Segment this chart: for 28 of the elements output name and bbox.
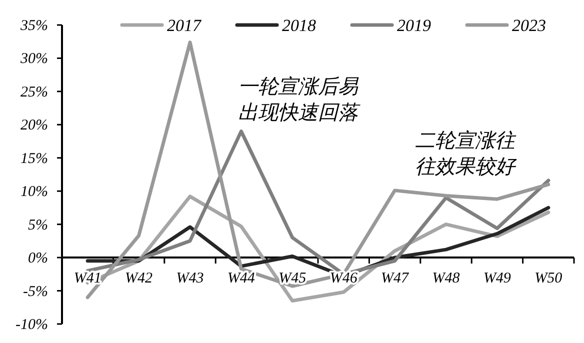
y-tick-label: -5%: [23, 284, 48, 300]
annotation: 出现快速回落: [238, 102, 361, 124]
annotation: 往效果较好: [415, 156, 517, 178]
legend-label: 2017: [167, 16, 202, 35]
annotation: 一轮宣涨后易: [238, 76, 359, 98]
x-tick-label: W50: [534, 270, 563, 287]
annotation: 二轮宣涨往: [415, 130, 517, 152]
y-tick-label: 5%: [28, 217, 48, 234]
legend-label: 2023: [512, 16, 546, 35]
x-tick-label: W44: [227, 270, 256, 287]
x-tick-label: W49: [483, 270, 512, 287]
x-tick-label: W45: [278, 270, 307, 287]
x-tick-label: W48: [432, 270, 460, 287]
y-tick-label: -10%: [16, 317, 48, 333]
x-tick-label: W42: [125, 270, 154, 287]
y-tick-label: 10%: [20, 184, 48, 200]
x-tick-label: W43: [176, 270, 204, 287]
y-tick-label: 0%: [28, 250, 48, 267]
y-tick-label: 30%: [20, 51, 48, 68]
y-tick-label: 35%: [20, 18, 48, 34]
x-tick-label: W47: [381, 270, 410, 287]
legend-label: 2019: [397, 16, 432, 35]
y-tick-label: 20%: [20, 118, 48, 134]
legend-label: 2018: [282, 16, 316, 35]
x-tick-label: W41: [74, 270, 102, 287]
y-tick-label: 25%: [20, 84, 48, 100]
y-tick-label: 15%: [20, 150, 48, 167]
x-tick-label: W46: [330, 270, 358, 287]
